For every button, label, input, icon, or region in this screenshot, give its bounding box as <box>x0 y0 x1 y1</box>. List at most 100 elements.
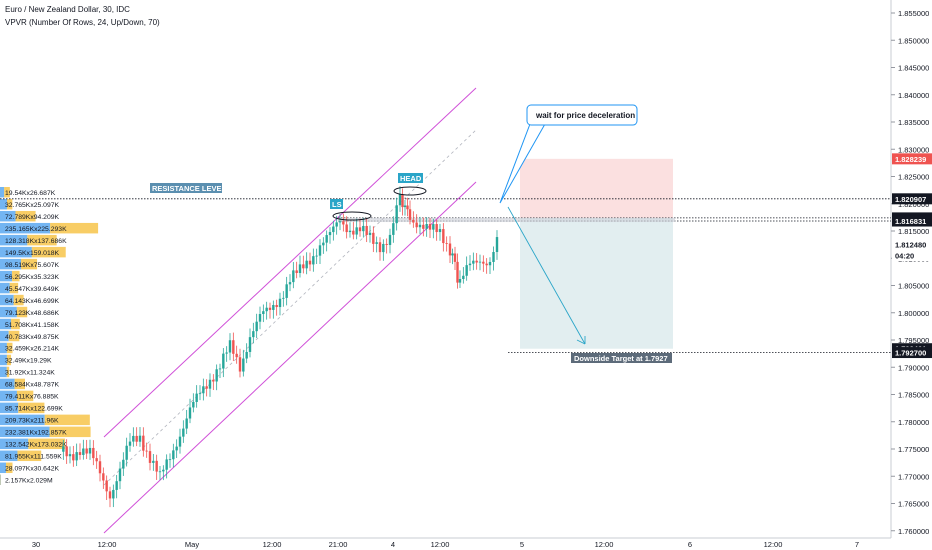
candle-body <box>225 352 228 354</box>
candle-body <box>278 298 282 308</box>
candle-body <box>242 358 245 372</box>
candle-body <box>232 340 235 354</box>
vp-bar-up <box>0 366 7 378</box>
candle-body <box>475 260 478 263</box>
time-label: 12:00 <box>431 540 450 549</box>
vp-bar-down <box>16 390 34 402</box>
vp-bar-up <box>0 450 18 462</box>
candle-body <box>142 435 145 451</box>
vp-row-label: 2.157Kx2.029M <box>5 478 53 485</box>
channel-upper <box>103 87 477 438</box>
candle-body <box>328 232 332 236</box>
candle-body <box>95 458 98 462</box>
price-tag: 1.820907 <box>895 195 926 204</box>
vp-bar-up <box>0 318 12 330</box>
time-label: 21:00 <box>329 540 348 549</box>
vp-bar-up <box>0 378 15 390</box>
vp-row-label: 128.318Kx137.686K <box>5 238 67 245</box>
candle-body <box>403 205 407 208</box>
candle-body <box>265 307 268 312</box>
candle-body <box>258 314 262 322</box>
candle-body <box>238 357 242 372</box>
candle-body <box>385 243 388 245</box>
indicator-label[interactable]: VPVR (Number Of Rows, 24, Up/Down, 70) <box>5 18 160 27</box>
price-tick-label: 1.785000 <box>898 391 929 400</box>
vp-row-label: 32.765Kx25.097K <box>5 202 60 209</box>
candle-body <box>62 446 65 452</box>
vp-row-label: 85.714Kx122.699K <box>5 406 63 413</box>
price-tick-label: 1.800000 <box>898 309 929 318</box>
candle-body <box>448 243 452 256</box>
vp-row-label: 32.459Kx26.214K <box>5 346 60 353</box>
candle-body <box>188 407 192 419</box>
price-tick-label: 1.790000 <box>898 363 929 372</box>
vp-row-label: 31.92Kx11.324K <box>5 370 55 377</box>
vp-bar-down <box>6 342 13 354</box>
candle-body <box>212 379 215 382</box>
vp-bar-down <box>13 294 24 306</box>
candle-body <box>438 229 442 233</box>
price-tick-label: 1.830000 <box>898 145 929 154</box>
candle-body <box>401 194 404 208</box>
target-zone <box>520 217 673 349</box>
candle-body <box>302 264 305 269</box>
vp-bar-down <box>15 210 36 222</box>
price-tick-label: 1.805000 <box>898 282 929 291</box>
candle-body <box>245 351 248 359</box>
candle-body <box>395 205 398 224</box>
vp-bar-up <box>0 426 50 438</box>
vp-bar-up <box>0 330 9 342</box>
candle-body <box>495 237 499 253</box>
price-tag-bg <box>892 250 932 262</box>
vp-bar-down <box>44 414 90 426</box>
chart-title[interactable]: Euro / New Zealand Dollar, 30, IDC <box>5 5 130 14</box>
candle-body <box>262 311 265 315</box>
price-tick-label: 1.765000 <box>898 500 929 509</box>
target-label-bg <box>571 353 672 363</box>
vp-bar-down <box>27 234 57 246</box>
vp-bar-down <box>6 198 13 210</box>
time-label: 4 <box>391 540 395 549</box>
time-label: 12:00 <box>263 540 282 549</box>
candle-body <box>182 428 185 437</box>
vp-bar-down <box>8 330 20 342</box>
vp-row-label: 132.542Kx173.032K <box>5 442 67 449</box>
candle-body <box>325 235 328 243</box>
candle-body <box>312 256 315 265</box>
candle-body <box>292 270 295 283</box>
vp-row-label: 45.547Kx39.649K <box>5 286 60 293</box>
time-label: 12:00 <box>98 540 117 549</box>
candle-body <box>275 304 278 308</box>
price-tick-label: 1.815000 <box>898 227 929 236</box>
callout-text: wait for price deceleration <box>535 111 635 120</box>
candle-body <box>215 369 218 382</box>
candle-body <box>465 265 468 276</box>
vp-bar-up <box>0 462 6 474</box>
candle-body <box>442 229 445 244</box>
candle-body <box>228 340 232 353</box>
candle-body <box>85 448 88 454</box>
candle-body <box>335 222 338 227</box>
vp-bar-up <box>0 390 17 402</box>
vp-bar-up <box>0 234 28 246</box>
vp-bar-down <box>4 187 10 198</box>
candle-body <box>195 393 198 402</box>
vp-row-label: 51.708Kx41.158K <box>5 322 60 329</box>
time-label: 30 <box>32 540 40 549</box>
price-tick-label: 1.760000 <box>898 527 929 536</box>
price-tag: 1.812480 <box>895 241 926 250</box>
time-label: May <box>185 540 199 549</box>
time-label: 5 <box>520 540 524 549</box>
ls-label: LS <box>332 200 342 209</box>
price-tag-bg <box>892 347 932 359</box>
vp-bar-down <box>50 222 99 234</box>
callout-box <box>526 104 638 126</box>
candle-body <box>178 436 182 447</box>
candle-body <box>248 337 252 352</box>
candle-body <box>428 224 432 230</box>
price-tag-bg <box>892 193 932 205</box>
vp-row-label: 235.165Kx225.293K <box>5 226 67 233</box>
vp-bar-up <box>0 270 12 282</box>
head-label: HEAD <box>400 174 422 183</box>
